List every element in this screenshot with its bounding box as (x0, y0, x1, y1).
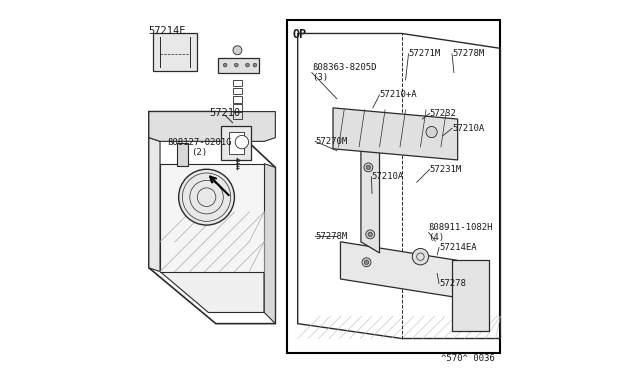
Polygon shape (361, 138, 380, 253)
Text: 57278: 57278 (439, 279, 466, 288)
Polygon shape (152, 33, 197, 71)
Polygon shape (149, 138, 160, 272)
Text: ß08911-1082H
(4): ß08911-1082H (4) (429, 223, 493, 242)
Text: 57278M: 57278M (315, 232, 348, 241)
Polygon shape (452, 260, 489, 331)
Circle shape (234, 63, 238, 67)
Circle shape (365, 230, 374, 239)
Polygon shape (229, 132, 244, 154)
Text: ß08363-8205D
(3): ß08363-8205D (3) (312, 63, 376, 82)
Polygon shape (218, 58, 259, 73)
Text: 57232: 57232 (429, 109, 456, 118)
Circle shape (253, 63, 257, 67)
Circle shape (368, 232, 372, 237)
Circle shape (426, 126, 437, 138)
Text: OP: OP (292, 28, 307, 41)
Circle shape (412, 248, 429, 265)
Text: 57231M: 57231M (429, 165, 462, 174)
Text: 57210: 57210 (209, 108, 241, 118)
Text: 57214EA: 57214EA (439, 243, 477, 252)
Circle shape (179, 169, 234, 225)
Polygon shape (333, 108, 458, 160)
Text: ^570^ 0036: ^570^ 0036 (441, 354, 495, 363)
Text: ß08127-0201G
(2): ß08127-0201G (2) (167, 138, 231, 157)
Polygon shape (221, 126, 251, 160)
Circle shape (364, 163, 373, 172)
Polygon shape (149, 112, 275, 141)
Text: 57271M: 57271M (408, 49, 441, 58)
Circle shape (233, 46, 242, 55)
Polygon shape (177, 143, 188, 166)
Text: 57278M: 57278M (452, 49, 484, 58)
Text: 57214E: 57214E (148, 26, 186, 36)
Text: 57210A: 57210A (371, 172, 404, 181)
Text: 57210A: 57210A (452, 124, 484, 133)
Circle shape (246, 63, 250, 67)
Polygon shape (340, 242, 458, 298)
Circle shape (366, 165, 371, 170)
Circle shape (362, 258, 371, 267)
Text: 57270M: 57270M (315, 137, 348, 146)
Polygon shape (264, 164, 275, 324)
Text: 57210+A: 57210+A (380, 90, 417, 99)
Circle shape (235, 135, 248, 149)
Circle shape (364, 260, 369, 264)
Polygon shape (160, 164, 264, 272)
Polygon shape (160, 227, 264, 312)
Circle shape (223, 63, 227, 67)
Bar (287, 20, 500, 353)
